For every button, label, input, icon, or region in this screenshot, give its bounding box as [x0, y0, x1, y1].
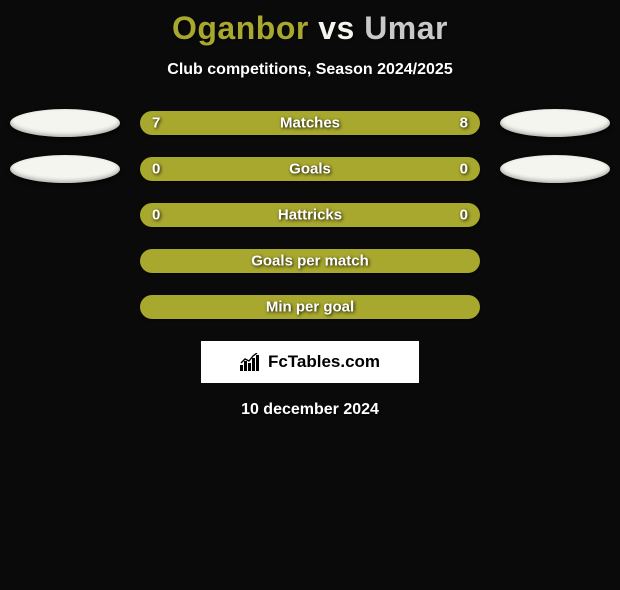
- player1-oval-icon: [10, 109, 120, 137]
- stat-rows: 7 Matches 8 0 Goals 0 0 Hattricks 0 Goal…: [0, 111, 620, 319]
- stat-left-value: 0: [152, 207, 160, 224]
- brand-text: FcTables.com: [268, 352, 380, 372]
- player2-oval-icon: [500, 155, 610, 183]
- stat-bar: 0 Hattricks 0: [140, 203, 480, 227]
- player2-name: Umar: [364, 10, 448, 46]
- stat-left-value: 0: [152, 161, 160, 178]
- chart-icon: [240, 353, 262, 371]
- stat-row-min-per-goal: Min per goal: [0, 295, 620, 319]
- player1-oval-icon: [10, 155, 120, 183]
- stat-row-goals: 0 Goals 0: [0, 157, 620, 181]
- stat-label: Goals: [289, 161, 331, 178]
- stat-right-value: 0: [460, 207, 468, 224]
- stat-label: Min per goal: [266, 299, 354, 316]
- stat-row-matches: 7 Matches 8: [0, 111, 620, 135]
- comparison-title: Oganbor vs Umar: [0, 10, 620, 47]
- stat-bar: Min per goal: [140, 295, 480, 319]
- stat-label: Matches: [280, 115, 340, 132]
- stat-label: Goals per match: [251, 253, 369, 270]
- stat-right-value: 0: [460, 161, 468, 178]
- stat-left-value: 7: [152, 115, 160, 132]
- brand-box: FcTables.com: [201, 341, 419, 383]
- date-label: 10 december 2024: [0, 401, 620, 419]
- subtitle: Club competitions, Season 2024/2025: [0, 61, 620, 79]
- player1-name: Oganbor: [172, 10, 309, 46]
- player2-oval-icon: [500, 109, 610, 137]
- stat-label: Hattricks: [278, 207, 342, 224]
- vs-text: vs: [318, 10, 355, 46]
- stat-right-value: 8: [460, 115, 468, 132]
- stat-row-goals-per-match: Goals per match: [0, 249, 620, 273]
- stat-bar: Goals per match: [140, 249, 480, 273]
- stat-row-hattricks: 0 Hattricks 0: [0, 203, 620, 227]
- stat-bar: 0 Goals 0: [140, 157, 480, 181]
- stat-bar: 7 Matches 8: [140, 111, 480, 135]
